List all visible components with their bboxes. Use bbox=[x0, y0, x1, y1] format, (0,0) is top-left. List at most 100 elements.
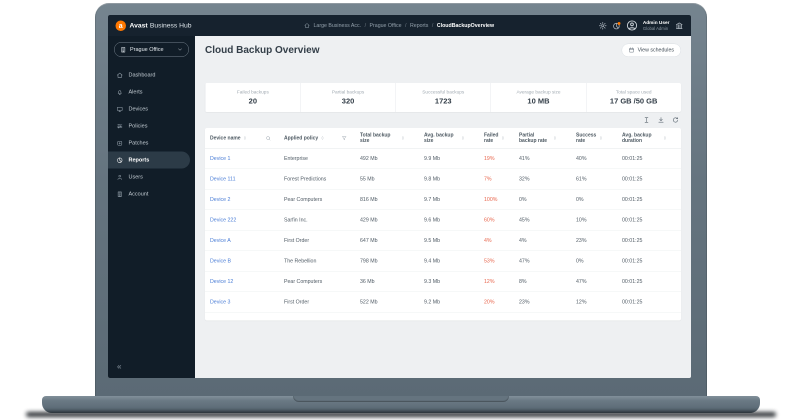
column-header[interactable]: Avg. backup duration bbox=[617, 133, 681, 144]
refresh-icon[interactable] bbox=[672, 117, 679, 124]
sidebar-item-label: Dashboard bbox=[128, 72, 156, 78]
table-row[interactable]: Device 111 Forest Predictions 55 Mb 9.8 … bbox=[205, 169, 681, 190]
notification-pie-icon[interactable] bbox=[612, 21, 621, 30]
avg-backup-size-cell: 9.7 Mb bbox=[424, 196, 441, 203]
sidebar-item-dashboard[interactable]: Dashboard bbox=[108, 67, 190, 84]
table-header-row: Device name Applied policy Total backu bbox=[205, 128, 681, 149]
device-link[interactable]: Device A bbox=[210, 237, 231, 244]
failed-rate-cell: 4% bbox=[484, 237, 492, 244]
app-body: Prague Office Dashboard Alerts bbox=[108, 36, 691, 378]
applied-policy-cell: Pear Computers bbox=[284, 278, 323, 285]
stat-label: Partial backups bbox=[331, 89, 365, 96]
sidebar-item-alerts[interactable]: Alerts bbox=[108, 84, 190, 101]
avg-backup-duration-cell: 00:01:25 bbox=[622, 196, 643, 203]
breadcrumb-link[interactable]: Prague Office bbox=[369, 22, 402, 29]
summary-stats-card: Failed backups 20 Partial backups 320 Su… bbox=[205, 83, 681, 112]
total-backup-size-cell: 647 Mb bbox=[360, 237, 378, 244]
table-row[interactable]: Device A First Order 647 Mb 9.5 Mb 4% 4%… bbox=[205, 231, 681, 251]
user-icon bbox=[117, 174, 124, 181]
sidebar-item-label: Patches bbox=[128, 140, 149, 146]
stat-label: Failed backups bbox=[236, 89, 269, 96]
column-header[interactable]: Avg. backup size bbox=[419, 133, 479, 144]
user-menu[interactable]: Admin User Global Admin bbox=[643, 20, 670, 31]
stat-value: 1723 bbox=[434, 97, 452, 106]
stat-value: 20 bbox=[248, 97, 258, 106]
sort-icon[interactable] bbox=[500, 136, 505, 141]
sidebar-item-label: Devices bbox=[128, 106, 149, 112]
stat: Average backup size 10 MB bbox=[490, 83, 586, 112]
organization-icon[interactable] bbox=[675, 21, 684, 30]
avg-backup-duration-cell: 00:01:25 bbox=[622, 278, 643, 285]
stat-label: Total space used bbox=[615, 89, 652, 96]
partial-backup-rate-cell: 23% bbox=[519, 299, 530, 305]
column-header[interactable]: Success rate bbox=[571, 133, 617, 144]
partial-backup-rate-cell: 4% bbox=[519, 237, 527, 244]
sort-icon[interactable] bbox=[599, 136, 604, 141]
column-header[interactable]: Applied policy bbox=[279, 135, 355, 141]
breadcrumb-link[interactable]: CloudBackupOverview bbox=[436, 22, 495, 29]
sort-icon[interactable] bbox=[663, 136, 668, 141]
failed-rate-cell: 53% bbox=[484, 258, 495, 264]
avg-backup-duration-cell: 00:01:25 bbox=[622, 237, 643, 244]
device-link[interactable]: Device 2 bbox=[210, 196, 231, 203]
sort-icon[interactable] bbox=[401, 136, 406, 141]
applied-policy-cell: Sarfin Inc. bbox=[284, 217, 308, 223]
column-header[interactable]: Device name bbox=[205, 135, 279, 141]
avg-backup-duration-cell: 00:01:25 bbox=[622, 217, 643, 223]
org-selector[interactable]: Prague Office bbox=[114, 42, 189, 57]
table-body: Device 1 Enterprise 492 Mb 9.9 Mb 19% 41… bbox=[205, 149, 681, 313]
device-link[interactable]: Device 111 bbox=[210, 176, 236, 182]
applied-policy-cell: First Order bbox=[284, 237, 310, 244]
avg-backup-duration-cell: 00:01:25 bbox=[622, 299, 643, 305]
sidebar-item-patches[interactable]: Patches bbox=[108, 135, 190, 152]
table-row[interactable]: Device 12 Pear Computers 36 Mb 9.3 Mb 12… bbox=[205, 272, 681, 292]
device-link[interactable]: Device B bbox=[210, 258, 232, 264]
home-icon bbox=[117, 72, 124, 79]
sidebar-item-label: Policies bbox=[128, 123, 148, 129]
sidebar-item-users[interactable]: Users bbox=[108, 169, 190, 186]
columns-icon[interactable] bbox=[643, 117, 650, 124]
device-link[interactable]: Device 1 bbox=[210, 155, 231, 162]
avatar[interactable] bbox=[626, 20, 637, 31]
sort-icon[interactable] bbox=[461, 136, 466, 141]
table-row[interactable]: Device 1 Enterprise 492 Mb 9.9 Mb 19% 41… bbox=[205, 149, 681, 169]
sliders-icon bbox=[117, 123, 124, 130]
sidebar-item-label: Reports bbox=[128, 157, 150, 163]
sort-icon[interactable] bbox=[243, 136, 248, 141]
sidebar-item-policies[interactable]: Policies bbox=[108, 118, 190, 135]
applied-policy-cell: The Rebellion bbox=[284, 258, 317, 264]
breadcrumb-link[interactable]: Large Business Acc. bbox=[313, 22, 362, 29]
device-link[interactable]: Device 3 bbox=[210, 299, 231, 305]
sidebar-collapse-button[interactable]: « bbox=[117, 362, 122, 372]
home-icon[interactable] bbox=[304, 23, 310, 29]
view-schedules-button[interactable]: View schedules bbox=[621, 43, 681, 57]
sort-icon[interactable] bbox=[320, 136, 325, 141]
column-header[interactable]: Total backup size bbox=[355, 133, 419, 144]
sidebar-item-label: Alerts bbox=[128, 89, 143, 95]
sidebar-item-account[interactable]: Account bbox=[108, 186, 190, 203]
column-header[interactable]: Failed rate bbox=[479, 133, 514, 144]
success-rate-cell: 10% bbox=[576, 217, 587, 223]
table-row[interactable]: Device 3 First Order 522 Mb 9.2 Mb 20% 2… bbox=[205, 292, 681, 313]
column-header[interactable]: Partial backup rate bbox=[514, 133, 571, 144]
avg-backup-duration-cell: 00:01:25 bbox=[622, 176, 643, 182]
sidebar-item-reports[interactable]: Reports bbox=[108, 151, 190, 169]
sort-icon[interactable] bbox=[553, 136, 558, 141]
avg-backup-size-cell: 9.9 Mb bbox=[424, 155, 441, 162]
filter-icon[interactable] bbox=[342, 135, 348, 141]
breadcrumb-link[interactable]: Reports bbox=[410, 22, 429, 29]
partial-backup-rate-cell: 47% bbox=[519, 258, 530, 264]
sidebar-item-devices[interactable]: Devices bbox=[108, 101, 190, 118]
gear-icon[interactable] bbox=[598, 21, 607, 30]
device-link[interactable]: Device 222 bbox=[210, 217, 237, 223]
download-icon[interactable] bbox=[658, 117, 665, 124]
table-row[interactable]: Device B The Rebellion 798 Mb 9.4 Mb 53%… bbox=[205, 251, 681, 272]
search-icon[interactable] bbox=[266, 135, 272, 141]
table-row[interactable]: Device 222 Sarfin Inc. 429 Mb 9.6 Mb 60%… bbox=[205, 210, 681, 231]
device-link[interactable]: Device 12 bbox=[210, 278, 234, 285]
table-row[interactable]: Device 2 Pear Computers 816 Mb 9.7 Mb 10… bbox=[205, 190, 681, 210]
partial-backup-rate-cell: 45% bbox=[519, 217, 530, 223]
failed-rate-cell: 60% bbox=[484, 217, 495, 223]
stat: Partial backups 320 bbox=[300, 83, 395, 112]
partial-backup-rate-cell: 0% bbox=[519, 196, 527, 203]
